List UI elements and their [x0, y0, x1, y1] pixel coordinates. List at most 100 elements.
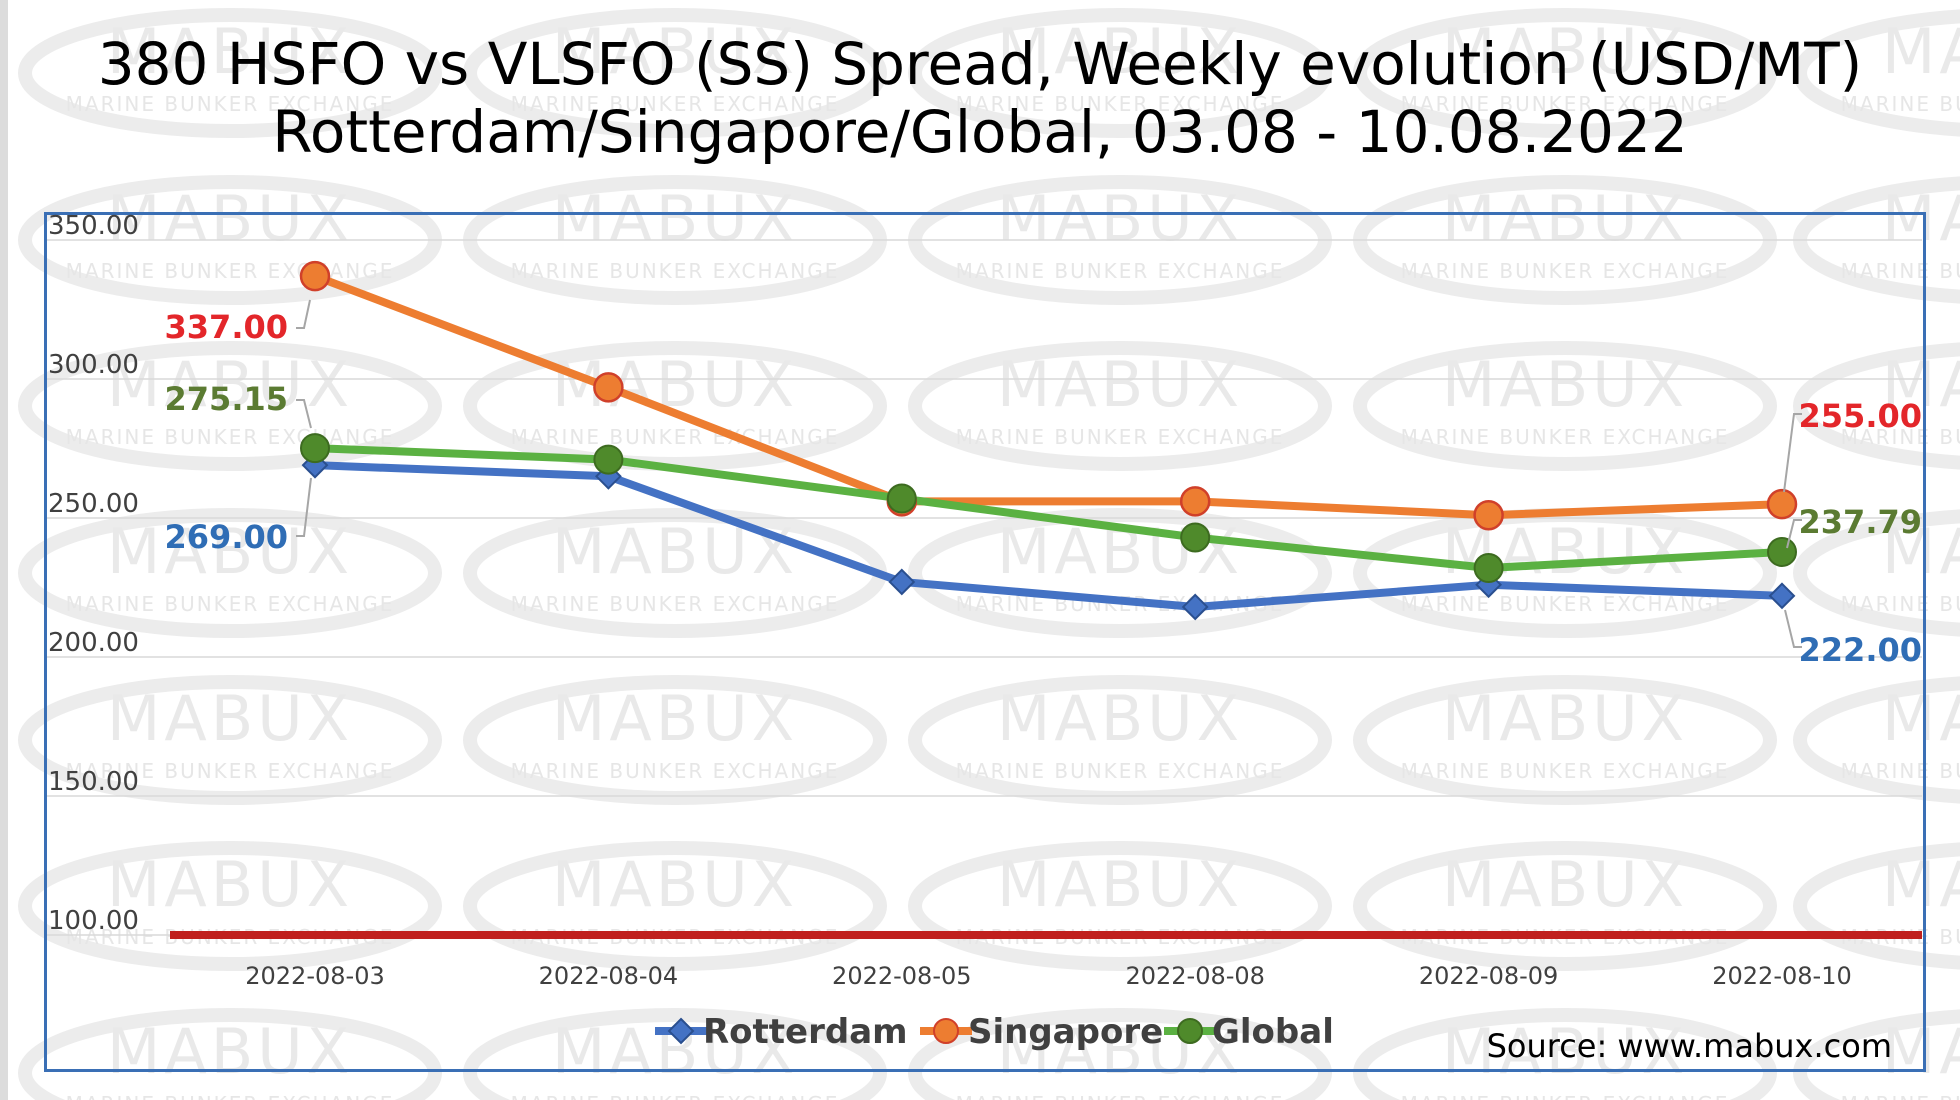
data-label: 337.00	[165, 308, 288, 346]
watermark-subtext: MARINE BUNKER EXCHANGE	[956, 425, 1285, 449]
legend-label: Singapore	[968, 1012, 1163, 1052]
watermark-text: MABUX	[1442, 15, 1688, 88]
watermark-subtext: MARINE BUNKER EXCHANGE	[1401, 259, 1730, 283]
watermark-text: MABUX	[1442, 848, 1688, 921]
watermark-text: MABUX	[997, 848, 1243, 921]
title-line-1: 380 HSFO vs VLSFO (SS) Spread, Weekly ev…	[97, 30, 1863, 98]
watermark-ring	[18, 841, 442, 971]
watermark-text: MABUX	[997, 15, 1243, 88]
watermark-ring	[18, 341, 442, 471]
source-note: Source: www.mabux.com	[1487, 1027, 1892, 1065]
watermark-subtext: MARINE BUNKER EXCHANGE	[956, 1092, 1285, 1100]
watermark-tile: MABUX MARINE BUNKER EXCHANGE	[18, 8, 442, 138]
data-label: 275.15	[165, 380, 288, 418]
watermark-text: MABUX	[107, 848, 353, 921]
watermark-ring	[463, 341, 887, 471]
x-tick-label: 2022-08-04	[539, 962, 678, 990]
y-tick-label: 100.00	[48, 906, 139, 936]
watermark-ring	[1793, 842, 1960, 970]
watermark-ring	[463, 841, 887, 971]
watermark-subtext: MARINE BUNKER EXCHANGE	[66, 259, 395, 283]
data-point-rotterdam	[1768, 582, 1796, 610]
watermark-ring	[908, 841, 1332, 971]
legend-item-global: Global	[1164, 1012, 1334, 1052]
legend-item-rotterdam: Rotterdam	[655, 1012, 908, 1052]
watermark-text: MABUX	[552, 848, 798, 921]
data-point-singapore	[299, 260, 331, 292]
watermark-tile: MABUX MARINE BUNKER EXCHANGE	[18, 675, 442, 805]
watermark-subtext: MARINE BUNKER EXCHANGE	[511, 759, 840, 783]
watermark-text: MABUX	[107, 15, 353, 88]
watermark-ring	[463, 675, 887, 805]
watermark-ring	[908, 341, 1332, 471]
watermark-ring	[18, 508, 442, 638]
legend-marker	[667, 1017, 695, 1045]
data-point-rotterdam	[1181, 593, 1209, 621]
data-point-rotterdam	[888, 568, 916, 596]
watermark-ring	[1353, 8, 1777, 138]
watermark-ring	[1793, 676, 1960, 804]
watermark-subtext: MARINE BUNKER EXCHANGE	[1401, 759, 1730, 783]
watermark-subtext: MARINE BUNKER EXCHANGE	[66, 1092, 395, 1100]
window-edge	[0, 0, 8, 1100]
x-tick-label: 2022-08-10	[1712, 962, 1851, 990]
watermark-ring	[1793, 342, 1960, 470]
watermark-subtext: MARINE BUNKER EXCHANGE	[1841, 425, 1960, 449]
watermark-subtext: MARINE BUNKER EXCHANGE	[511, 92, 840, 116]
watermark-subtext: MARINE BUNKER EXCHANGE	[1401, 92, 1730, 116]
watermark-text: MABUX	[107, 348, 353, 421]
watermark-ring	[1793, 9, 1960, 137]
watermark-subtext: MARINE BUNKER EXCHANGE	[66, 759, 395, 783]
x-tick-label: 2022-08-09	[1419, 962, 1558, 990]
watermark-subtext: MARINE BUNKER EXCHANGE	[1841, 1092, 1960, 1100]
watermark-subtext: MARINE BUNKER EXCHANGE	[511, 425, 840, 449]
watermark-tile: MABUX MARINE BUNKER EXCHANGE	[463, 8, 887, 138]
legend-label: Global	[1212, 1012, 1334, 1052]
x-tick-label: 2022-08-03	[245, 962, 384, 990]
watermark-subtext: MARINE BUNKER EXCHANGE	[1841, 759, 1960, 783]
watermark-ring	[1353, 841, 1777, 971]
data-label: 269.00	[165, 518, 288, 556]
series-line-singapore	[311, 272, 1786, 520]
data-point-global	[300, 433, 330, 464]
watermark-subtext: MARINE BUNKER EXCHANGE	[66, 92, 395, 116]
y-tick-label: 300.00	[48, 350, 139, 380]
data-label-leader	[296, 299, 311, 329]
series-line-global	[311, 444, 1786, 573]
title-line-2: Rotterdam/Singapore/Global, 03.08 - 10.0…	[272, 98, 1688, 166]
data-point-singapore	[593, 372, 624, 403]
legend-marker	[933, 1018, 959, 1044]
chart-title: 380 HSFO vs VLSFO (SS) Spread, Weekly ev…	[0, 30, 1960, 166]
watermark-subtext: MARINE BUNKER EXCHANGE	[511, 1092, 840, 1100]
watermark-text: MABUX	[1882, 515, 1960, 588]
watermark-ring	[1793, 509, 1960, 637]
data-label: 255.00	[1799, 397, 1922, 435]
watermark-text: MABUX	[107, 682, 353, 755]
watermark-subtext: MARINE BUNKER EXCHANGE	[1401, 592, 1730, 616]
watermark-subtext: MARINE BUNKER EXCHANGE	[66, 592, 395, 616]
watermark-ring	[1793, 1009, 1960, 1100]
watermark-ring	[18, 675, 442, 805]
x-tick-label: 2022-08-05	[832, 962, 971, 990]
y-tick-label: 150.00	[48, 767, 139, 797]
legend-item-singapore: Singapore	[920, 1012, 1163, 1052]
chart-legend: Rotterdam Singapore Global	[655, 1012, 1334, 1052]
watermark-text: MABUX	[552, 15, 798, 88]
watermark-tile: MABUX MARINE BUNKER EXCHANGE	[1353, 8, 1777, 138]
watermark-subtext: MARINE BUNKER EXCHANGE	[1841, 592, 1960, 616]
watermark-ring	[463, 1008, 887, 1100]
